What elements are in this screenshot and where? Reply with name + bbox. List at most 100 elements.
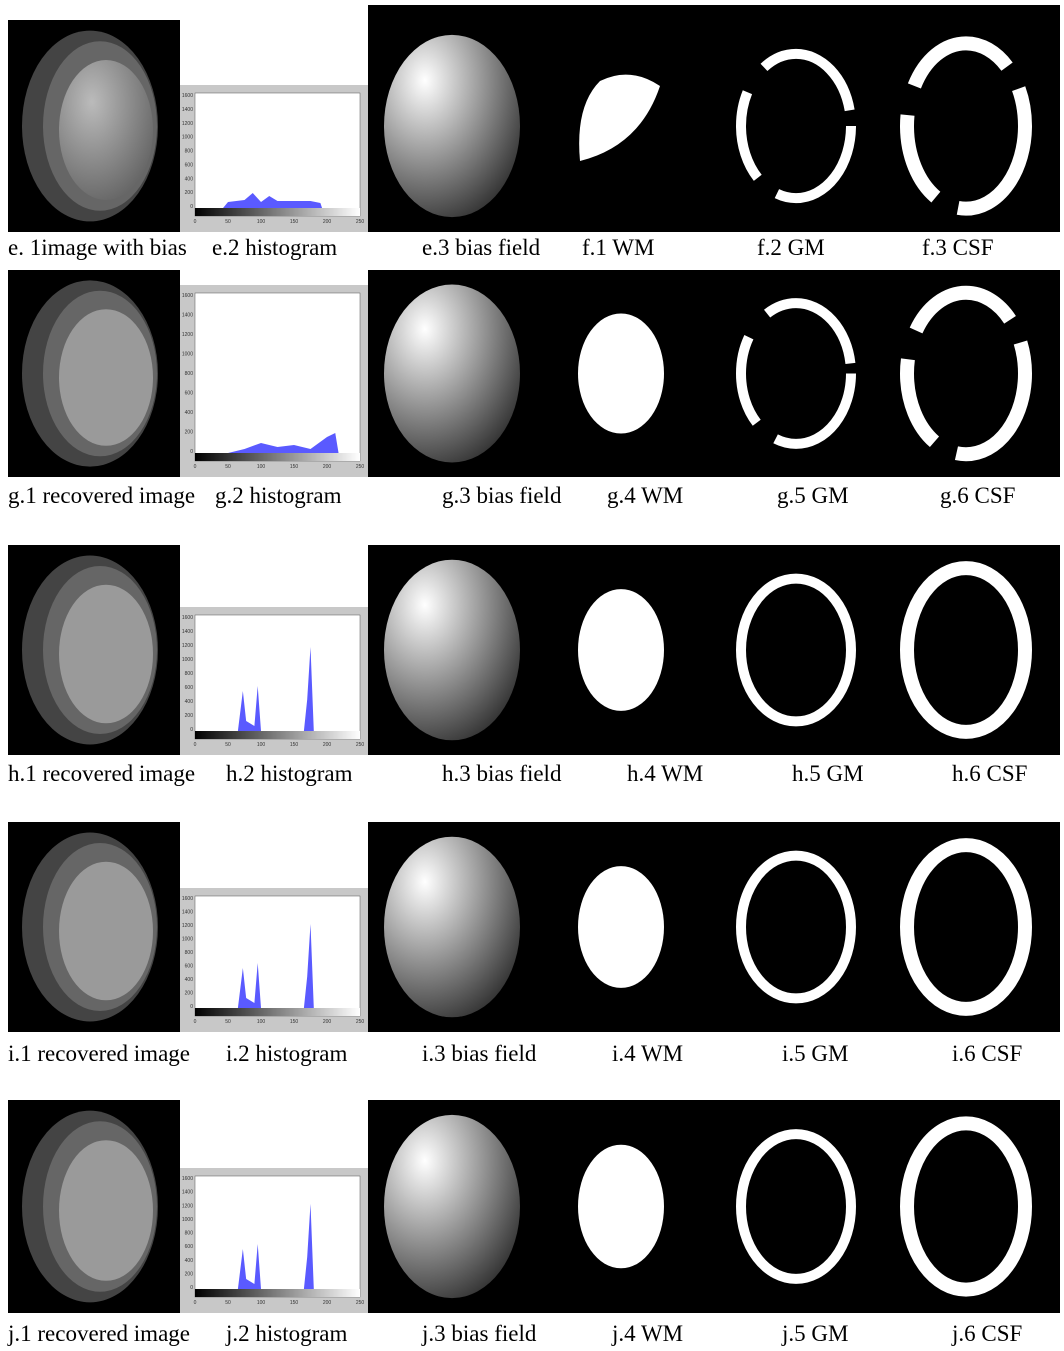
x-tick-label: 250 [356,464,365,470]
bias-field [384,1115,520,1298]
caption: i.5 GM [782,1041,848,1066]
caption: h.5 GM [792,761,864,786]
histogram-colorbar [195,208,360,216]
x-tick-label: 50 [225,219,231,225]
x-tick-label: 100 [257,219,266,225]
histogram-colorbar [195,1289,360,1297]
caption: g.4 WM [607,483,683,508]
caption: j.3 bias field [421,1321,537,1346]
phantom-inner [59,309,153,446]
y-tick-label: 600 [185,964,194,970]
x-tick-label: 100 [257,1300,266,1306]
caption: j.4 WM [611,1321,683,1346]
y-tick-label: 400 [185,176,194,182]
caption: g.2 histogram [215,483,342,508]
x-tick-label: 0 [194,464,197,470]
x-tick-label: 200 [323,1019,332,1025]
y-tick-label: 1200 [182,643,193,649]
y-tick-label: 800 [185,1231,194,1237]
y-tick-label: 1400 [182,1190,193,1196]
y-tick-label: 600 [185,391,194,397]
histogram-plot [195,1176,360,1297]
caption: h.6 CSF [952,761,1027,786]
histogram-plot [195,615,360,739]
y-tick-label: 1600 [182,293,193,299]
caption: j.5 GM [781,1321,848,1346]
phantom-inner [59,1140,153,1281]
y-tick-label: 200 [185,430,194,436]
caption: f.1 WM [582,235,654,260]
caption: e. 1image with bias [8,235,187,260]
wm-mask [578,1145,664,1269]
caption: h.2 histogram [226,761,353,786]
caption: i.4 WM [612,1041,683,1066]
y-tick-label: 0 [190,727,193,733]
y-tick-label: 1400 [182,313,193,319]
wm-mask [578,866,664,988]
x-tick-label: 200 [323,464,332,470]
caption: j.6 CSF [951,1321,1022,1346]
x-tick-label: 250 [356,1300,365,1306]
x-tick-label: 0 [194,1019,197,1025]
y-tick-label: 1200 [182,121,193,127]
x-tick-label: 100 [257,464,266,470]
y-tick-label: 200 [185,1271,194,1277]
bias-field [384,560,520,741]
y-tick-label: 1600 [182,93,193,99]
y-tick-label: 800 [185,950,194,956]
x-tick-label: 50 [225,1300,231,1306]
y-tick-label: 1000 [182,657,193,663]
caption: f.3 CSF [922,235,994,260]
caption: i.3 bias field [422,1041,537,1066]
y-tick-label: 1000 [182,1217,193,1223]
histogram-plot [195,93,360,216]
y-tick-label: 400 [185,699,194,705]
y-tick-label: 0 [190,1285,193,1291]
phantom-inner [59,862,153,1001]
y-tick-label: 800 [185,671,194,677]
histogram-colorbar [195,731,360,739]
y-tick-label: 600 [185,162,194,168]
caption: e.2 histogram [212,235,337,260]
y-tick-label: 200 [185,190,194,196]
caption: g.1 recovered image [8,483,195,508]
caption: f.2 GM [757,235,825,260]
wm-mask [578,313,664,433]
x-tick-label: 0 [194,219,197,225]
caption: g.6 CSF [940,483,1015,508]
caption: j.2 histogram [225,1321,347,1346]
x-tick-label: 0 [194,742,197,748]
caption: j.1 recovered image [7,1321,190,1346]
caption: i.6 CSF [952,1041,1022,1066]
caption: i.2 histogram [226,1041,347,1066]
histogram-colorbar [195,1008,360,1016]
y-tick-label: 1600 [182,1176,193,1182]
x-tick-label: 250 [356,219,365,225]
y-tick-label: 1000 [182,937,193,943]
y-tick-label: 1200 [182,923,193,929]
x-tick-label: 150 [290,1019,299,1025]
y-tick-label: 800 [185,371,194,377]
y-tick-label: 1200 [182,1203,193,1209]
y-tick-label: 1200 [182,332,193,338]
caption: e.3 bias field [422,235,541,260]
y-tick-label: 1000 [182,135,193,141]
y-tick-label: 200 [185,991,194,997]
x-tick-label: 50 [225,464,231,470]
y-tick-label: 0 [190,449,193,455]
bias-field [384,284,520,462]
caption: h.4 WM [627,761,703,786]
y-tick-label: 400 [185,1258,194,1264]
histogram-plot [195,896,360,1016]
y-tick-label: 1400 [182,107,193,113]
x-tick-label: 150 [290,1300,299,1306]
x-tick-label: 50 [225,1019,231,1025]
phantom-inner [59,585,153,724]
x-tick-label: 50 [225,742,231,748]
caption: i.1 recovered image [8,1041,190,1066]
caption: g.3 bias field [442,483,562,508]
y-tick-label: 1600 [182,615,193,621]
x-tick-label: 150 [290,742,299,748]
x-tick-label: 0 [194,1300,197,1306]
bias-field [384,35,520,217]
